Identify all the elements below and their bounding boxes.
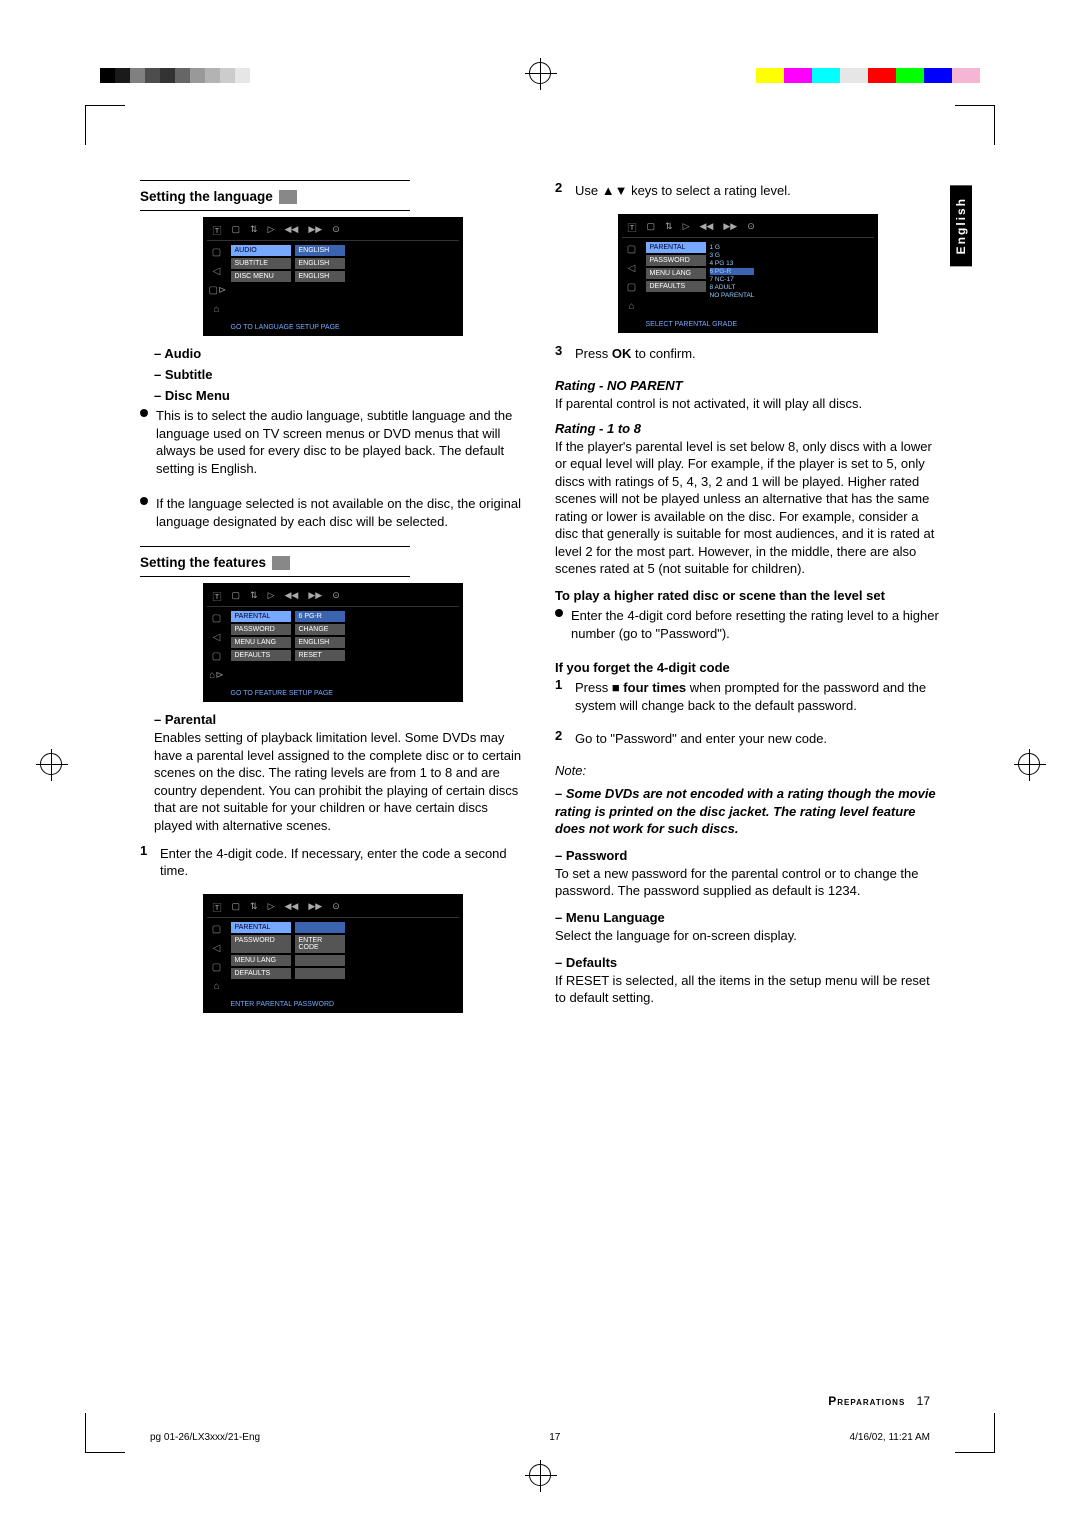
ui-footer: SELECT PARENTAL GRADE — [622, 318, 874, 329]
numbered-item: 2 Use ▲▼ keys to select a rating level. — [555, 180, 940, 208]
subhead-parental: – Parental — [154, 712, 525, 727]
left-column: Setting the language 🅃▢⇅▷◀◀▶▶⊙ ▢◁▢⊳⌂ AUD… — [140, 180, 525, 1418]
grayscale-bar — [100, 68, 265, 83]
crosshair-left — [40, 753, 62, 775]
ui-screen-language: 🅃▢⇅▷◀◀▶▶⊙ ▢◁▢⊳⌂ AUDIOENGLISHSUBTITLEENGL… — [203, 217, 463, 336]
body-text: If RESET is selected, all the items in t… — [555, 972, 940, 1007]
crop-mark-bl — [85, 1413, 125, 1453]
language-tab: English — [950, 185, 972, 266]
page-footer: Preparations 17 — [828, 1394, 930, 1408]
body-text: Press ■ four times when prompted for the… — [575, 679, 940, 714]
subhead-audio: – Audio — [154, 346, 525, 361]
crosshair-top — [529, 62, 551, 84]
body-text: Press OK to confirm. — [575, 345, 696, 363]
ui-screen-features: 🅃▢⇅▷◀◀▶▶⊙ ▢◁▢⌂⊳ PARENTAL6 PG-RPASSWORDCH… — [203, 583, 463, 702]
print-footer: pg 01-26/LX3xxx/21-Eng 17 4/16/02, 11:21… — [150, 1432, 930, 1443]
bullet-item: If the language selected is not availabl… — [140, 493, 525, 538]
bullet-icon — [140, 497, 148, 505]
numbered-item: 1Press ■ four times when prompted for th… — [555, 677, 940, 722]
numbered-item: 3 Press OK to confirm. — [555, 343, 940, 371]
ui-footer: ENTER PARENTAL PASSWORD — [207, 998, 459, 1009]
print-timestamp: 4/16/02, 11:21 AM — [850, 1432, 930, 1443]
print-filename: pg 01-26/LX3xxx/21-Eng — [150, 1432, 260, 1443]
body-text: If the language selected is not availabl… — [156, 495, 525, 530]
body-text: Select the language for on-screen displa… — [555, 927, 940, 945]
body-text: If the player's parental level is set be… — [555, 438, 940, 578]
subhead-defaults: – Defaults — [555, 955, 940, 970]
subhead-disc-menu: – Disc Menu — [154, 388, 525, 403]
subhead-higher-rated: To play a higher rated disc or scene tha… — [555, 588, 940, 603]
body-text: This is to select the audio language, su… — [156, 407, 525, 477]
page-content: Setting the language 🅃▢⇅▷◀◀▶▶⊙ ▢◁▢⊳⌂ AUD… — [140, 180, 940, 1418]
numbered-item: 2 Go to "Password" and enter your new cod… — [555, 728, 940, 756]
section-name: Preparations — [828, 1394, 905, 1408]
page-number: 17 — [917, 1394, 930, 1408]
crosshair-right — [1018, 753, 1040, 775]
ui-footer: GO TO FEATURE SETUP PAGE — [207, 687, 459, 698]
body-text: Use ▲▼ keys to select a rating level. — [575, 182, 791, 200]
subhead-menu-language: – Menu Language — [555, 910, 940, 925]
bullet-icon — [140, 409, 148, 417]
step-number: 3 — [555, 343, 567, 371]
subhead-rating-noparent: Rating - NO PARENT — [555, 378, 940, 393]
crop-mark-br — [955, 1413, 995, 1453]
monitor-icon — [272, 556, 290, 570]
print-page: 17 — [549, 1432, 560, 1443]
ui-screen-rating: 🅃▢⇅▷◀◀▶▶⊙ ▢◁▢⌂ PARENTALPASSWORDMENU LANG… — [618, 214, 878, 333]
right-column: 2 Use ▲▼ keys to select a rating level. 🅃… — [555, 180, 940, 1418]
heading-setting-features: Setting the features — [140, 555, 525, 570]
crop-mark-tr — [955, 105, 995, 145]
body-text: Enter the 4-digit cord before resetting … — [571, 607, 940, 642]
step-number: 2 — [555, 180, 567, 208]
body-text: To set a new password for the parental c… — [555, 865, 940, 900]
note-text: – Some DVDs are not encoded with a ratin… — [555, 785, 940, 838]
crop-mark-tl — [85, 105, 125, 145]
subhead-password: – Password — [555, 848, 940, 863]
step-number: 2 — [555, 728, 567, 756]
crosshair-bottom — [529, 1464, 551, 1486]
subhead-forget-code: If you forget the 4-digit code — [555, 660, 940, 675]
numbered-item: 1Enter the 4-digit code. If necessary, e… — [140, 843, 525, 888]
body-text: Enables setting of playback limitation l… — [154, 729, 525, 834]
color-bar — [756, 68, 980, 83]
subhead-rating-1to8: Rating - 1 to 8 — [555, 421, 940, 436]
subhead-subtitle: – Subtitle — [154, 367, 525, 382]
body-text: Go to "Password" and enter your new code… — [575, 730, 827, 748]
step-number: 1 — [555, 677, 567, 722]
step-number: 1 — [140, 843, 152, 888]
body-text: If parental control is not activated, it… — [555, 395, 940, 413]
note-label: Note: — [555, 762, 940, 780]
monitor-icon — [279, 190, 297, 204]
bullet-item: This is to select the audio language, su… — [140, 405, 525, 485]
ui-screen-password: 🅃▢⇅▷◀◀▶▶⊙ ▢◁▢⌂ PARENTALPASSWORDENTER COD… — [203, 894, 463, 1013]
bullet-item: Enter the 4-digit cord before resetting … — [555, 605, 940, 650]
bullet-icon — [555, 609, 563, 617]
ui-footer: GO TO LANGUAGE SETUP PAGE — [207, 321, 459, 332]
heading-setting-language: Setting the language — [140, 189, 525, 204]
body-text: Enter the 4-digit code. If necessary, en… — [160, 845, 525, 880]
